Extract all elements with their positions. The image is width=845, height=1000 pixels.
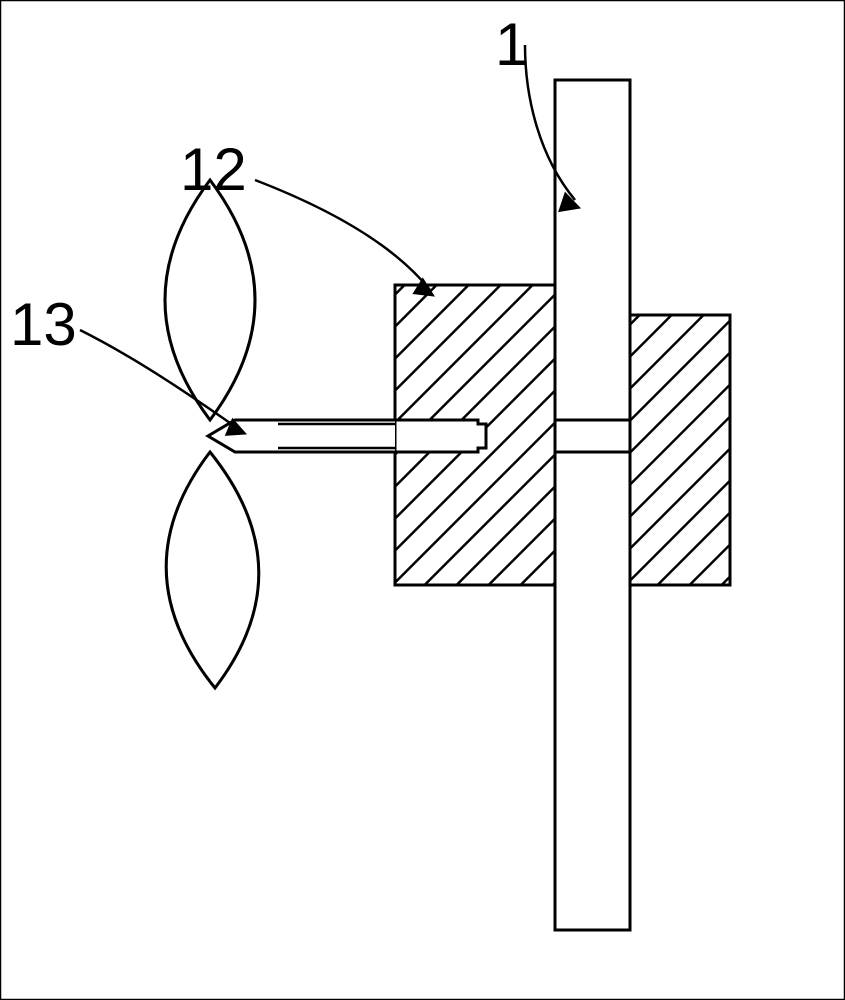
leader-12 (255, 180, 434, 296)
shaft-slot (395, 420, 486, 452)
propeller-blade-top (165, 180, 255, 420)
hub-right (630, 315, 730, 585)
propeller-blade-bottom (166, 452, 259, 688)
label-1: 1 (495, 11, 528, 78)
leader-1 (525, 45, 580, 211)
shaft-pass-through (555, 420, 630, 452)
label-12: 12 (180, 136, 247, 203)
label-13: 13 (10, 291, 77, 358)
